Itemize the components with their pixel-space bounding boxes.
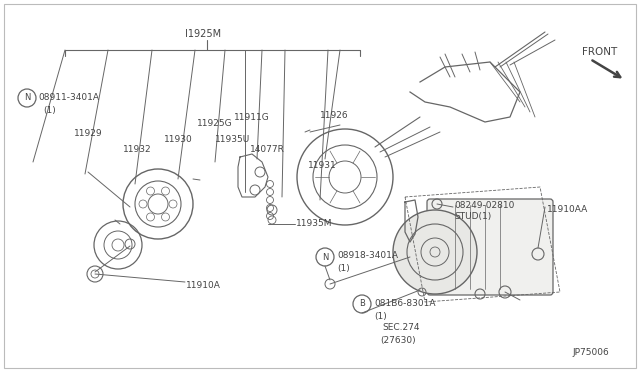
Text: 11931: 11931	[308, 160, 337, 170]
Text: 14077R: 14077R	[250, 145, 285, 154]
Text: 11930: 11930	[164, 135, 193, 144]
Text: B: B	[359, 299, 365, 308]
Text: (1): (1)	[374, 311, 387, 321]
Text: 11935U: 11935U	[215, 135, 250, 144]
Text: (1): (1)	[337, 263, 349, 273]
Text: 081B6-8301A: 081B6-8301A	[374, 299, 435, 308]
Text: 11935M: 11935M	[296, 219, 333, 228]
Text: STUD(1): STUD(1)	[454, 212, 492, 221]
Text: 11929: 11929	[74, 129, 102, 138]
Text: 11926: 11926	[320, 110, 349, 119]
Text: (27630): (27630)	[380, 336, 415, 344]
Text: 11910A: 11910A	[186, 280, 221, 289]
Text: N: N	[322, 253, 328, 262]
Text: 11932: 11932	[123, 145, 152, 154]
Text: SEC.274: SEC.274	[382, 324, 419, 333]
Text: 08918-3401A: 08918-3401A	[337, 251, 398, 260]
Text: 11910AA: 11910AA	[547, 205, 588, 214]
Text: 11911G: 11911G	[234, 112, 269, 122]
Text: N: N	[24, 93, 30, 103]
FancyBboxPatch shape	[427, 199, 553, 295]
Text: 11925G: 11925G	[197, 119, 232, 128]
Circle shape	[393, 210, 477, 294]
Text: 08249-02810: 08249-02810	[454, 201, 515, 209]
Text: 08911-3401A: 08911-3401A	[38, 93, 99, 102]
Text: FRONT: FRONT	[582, 47, 617, 57]
Text: I1925M: I1925M	[185, 29, 221, 39]
Text: (1): (1)	[43, 106, 56, 115]
Text: JP75006: JP75006	[572, 348, 609, 357]
